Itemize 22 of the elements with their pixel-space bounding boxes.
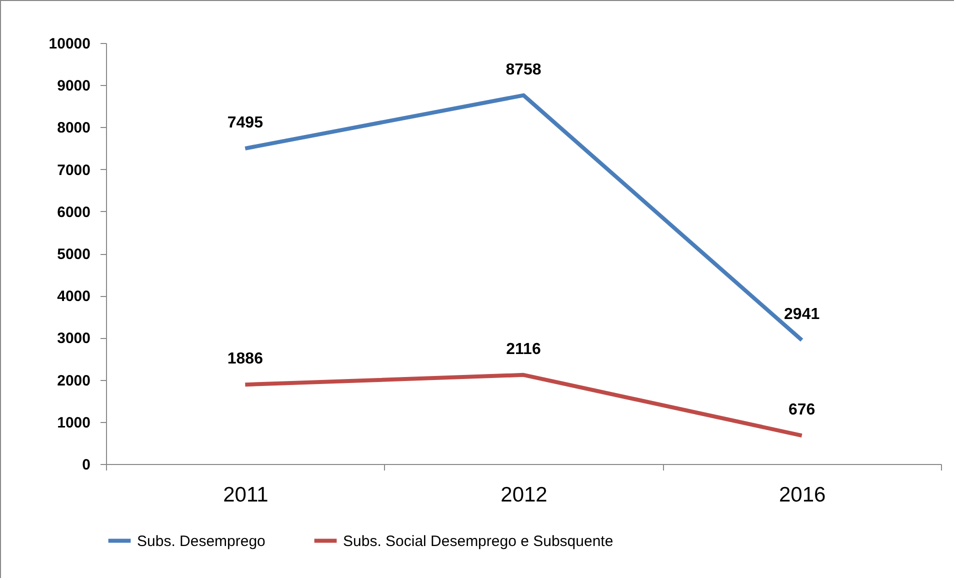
y-tick-label: 8000: [57, 120, 90, 137]
x-tick-label: 2011: [223, 484, 268, 506]
y-tick-label: 9000: [57, 78, 90, 95]
x-tick-label: 2012: [500, 484, 548, 506]
y-tick-label: 5000: [57, 246, 90, 263]
data-label: 2116: [506, 340, 541, 358]
data-label: 2941: [784, 306, 820, 324]
data-label: 8758: [506, 61, 542, 78]
y-tick-label: 1000: [57, 414, 90, 432]
data-label: 7495: [227, 114, 264, 132]
data-label: 1886: [227, 350, 264, 368]
y-tick-label: 2000: [57, 372, 90, 390]
y-tick-label: 7000: [57, 162, 90, 179]
y-tick-label: 10000: [48, 36, 90, 52]
y-tick-label: 4000: [57, 288, 90, 306]
y-tick-label: 0: [82, 456, 90, 474]
legend-label: Subs. Desemprego: [137, 532, 266, 550]
y-tick-label: 3000: [57, 330, 90, 348]
legend-label: Subs. Social Desemprego e Subsquente: [343, 532, 614, 550]
y-tick-label: 6000: [57, 204, 90, 221]
data-label: 676: [788, 402, 816, 419]
x-tick-label: 2016: [778, 484, 826, 506]
